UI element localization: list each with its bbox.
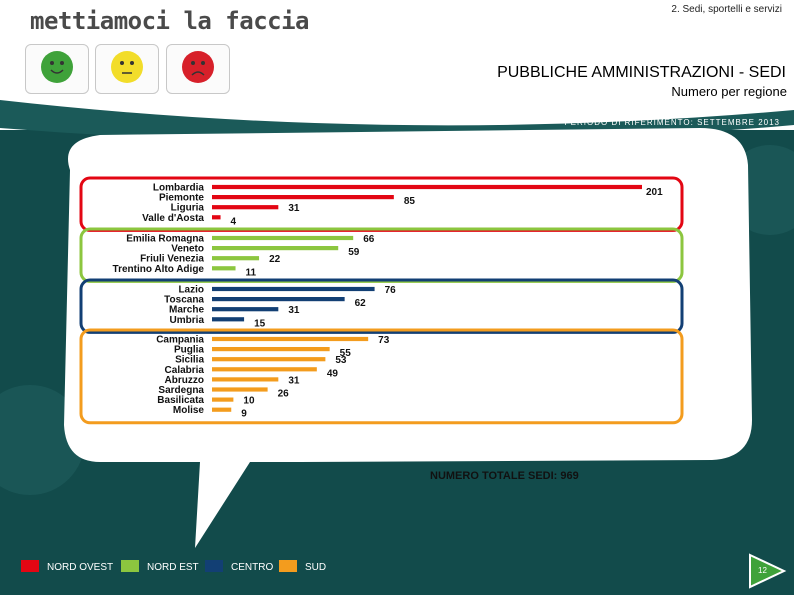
bar — [212, 266, 236, 271]
logo: mettiamoci la faccia — [30, 7, 309, 35]
value-label: 9 — [241, 409, 247, 420]
category-label: Sardegna — [158, 385, 204, 396]
page-subtitle: Numero per regione — [671, 84, 787, 99]
section-label: 2. Sedi, sportelli e servizi — [671, 4, 782, 15]
value-label: 31 — [288, 305, 300, 316]
legend-swatch — [21, 560, 39, 572]
value-label: 11 — [246, 267, 257, 278]
value-label: 4 — [231, 216, 237, 227]
category-label: Toscana — [164, 295, 204, 306]
bar — [212, 397, 234, 402]
legend-swatch — [279, 560, 297, 572]
value-label: 53 — [335, 355, 347, 366]
group-frame — [79, 328, 684, 425]
total-label: NUMERO TOTALE SEDI: 969 — [430, 470, 579, 482]
bar — [212, 317, 245, 322]
bar — [212, 307, 279, 312]
category-label: Emilia Romagna — [126, 234, 204, 245]
value-label: 62 — [355, 298, 367, 309]
value-label: 31 — [288, 375, 300, 386]
bar — [212, 297, 345, 302]
happy-face-button[interactable] — [25, 44, 89, 94]
bar — [212, 286, 375, 292]
bar — [212, 246, 339, 251]
category-label: Campania — [156, 335, 204, 346]
value-label: 66 — [363, 234, 375, 245]
value-label: 31 — [288, 203, 300, 214]
bar — [212, 195, 394, 200]
category-label: Lombardia — [153, 183, 205, 194]
sad-face-button[interactable] — [166, 44, 230, 94]
value-label: 10 — [243, 396, 255, 407]
category-label: Trentino Alto Adige — [113, 264, 205, 275]
next-slide-button[interactable] — [748, 553, 788, 589]
category-label: Friuli Venezia — [140, 254, 204, 265]
logo-text: mettiamoci la faccia — [30, 7, 309, 35]
bar — [212, 357, 326, 362]
page-title: PUBBLICHE AMMINISTRAZIONI - SEDI — [497, 64, 786, 81]
category-label: Molise — [173, 405, 205, 416]
category-label: Liguria — [171, 203, 205, 214]
neutral-face-button[interactable] — [95, 44, 159, 94]
bar — [212, 377, 279, 382]
background-face-decoration — [0, 385, 85, 495]
bar — [212, 184, 642, 190]
value-label: 49 — [327, 368, 339, 379]
sad-face-icon — [182, 51, 214, 83]
category-label: Piemonte — [159, 193, 204, 204]
bar — [212, 235, 354, 241]
category-label: Sicilia — [175, 355, 204, 366]
page-number: 12 — [758, 566, 767, 575]
value-label: 85 — [404, 196, 416, 207]
legend-swatch — [205, 560, 223, 572]
value-label: 22 — [269, 254, 281, 265]
group-frame — [79, 278, 684, 334]
bar — [212, 407, 232, 412]
category-label: Basilicata — [157, 395, 204, 406]
bar — [212, 256, 260, 261]
value-label: 59 — [348, 247, 360, 258]
legend-label: SUD — [305, 562, 327, 573]
category-label: Marche — [169, 305, 204, 316]
value-label: 73 — [378, 335, 390, 346]
speech-bubble — [64, 128, 752, 548]
value-label: 201 — [646, 187, 663, 198]
bar — [212, 387, 268, 392]
category-label: Calabria — [165, 365, 205, 376]
category-label: Puglia — [174, 345, 204, 356]
legend-label: NORD OVEST — [47, 562, 114, 573]
category-label: Lazio — [178, 285, 204, 296]
next-arrow-icon — [749, 553, 787, 589]
bar — [212, 205, 279, 210]
happy-face-icon — [41, 51, 73, 83]
bar — [212, 347, 330, 352]
neutral-face-icon — [111, 51, 143, 83]
value-label: 76 — [385, 285, 397, 296]
reference-period: PERIODO DI RIFERIMENTO: SETTEMBRE 2013 — [564, 118, 780, 127]
category-label: Valle d'Aosta — [142, 213, 204, 224]
legend-swatch — [121, 560, 139, 572]
legend-label: CENTRO — [231, 562, 274, 573]
category-label: Umbria — [170, 315, 205, 326]
value-label: 26 — [278, 389, 290, 400]
value-label: 15 — [254, 318, 266, 329]
bar — [212, 336, 369, 342]
legend-label: NORD EST — [147, 562, 199, 573]
bar — [212, 215, 221, 220]
value-label: 55 — [340, 348, 352, 359]
category-label: Veneto — [171, 244, 204, 255]
bar — [212, 367, 317, 372]
category-label: Abruzzo — [165, 375, 204, 386]
